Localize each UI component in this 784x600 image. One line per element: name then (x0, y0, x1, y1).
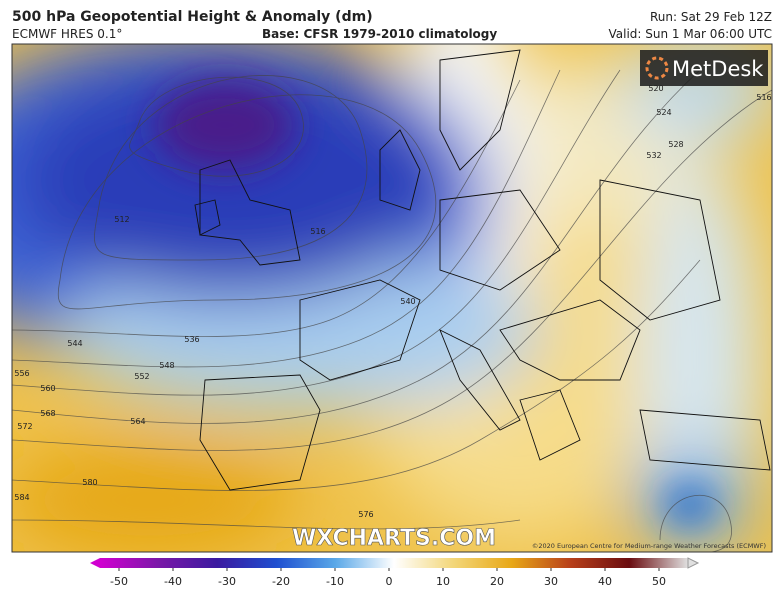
colorbar-tick-label: 20 (490, 575, 504, 588)
logo-text: MetDesk (672, 57, 764, 81)
contour-label: 552 (134, 372, 149, 381)
colorbar (90, 557, 700, 569)
copyright: ©2020 European Centre for Medium-range W… (532, 542, 766, 550)
contour-label: 568 (40, 409, 55, 418)
contour-label: 516 (756, 93, 771, 102)
base: Base: CFSR 1979-2010 climatology (262, 27, 498, 41)
contour-label: 580 (82, 478, 97, 487)
contour-label: 548 (159, 361, 174, 370)
colorbar-gradient (100, 558, 688, 568)
contour-label: 520 (648, 84, 663, 93)
contour-label: 576 (358, 510, 373, 519)
model: ECMWF HRES 0.1° (12, 27, 123, 41)
contour-label: 516 (310, 227, 325, 236)
valid: Valid: Sun 1 Mar 06:00 UTC (608, 27, 772, 41)
contour-label: 540 (400, 297, 415, 306)
colorbar-arrow-high (687, 557, 700, 569)
contour-label: 584 (14, 493, 29, 502)
contour-label: 564 (130, 417, 145, 426)
colorbar-tick-label: -10 (326, 575, 344, 588)
colorbar-tick-label: 10 (436, 575, 450, 588)
contour-label: 512 (114, 215, 129, 224)
colorbar-arrow-low (90, 558, 100, 568)
map-area (12, 44, 772, 552)
contour-label: 532 (646, 151, 661, 160)
colorbar-tick-label: -50 (110, 575, 128, 588)
colorbar-tick-label: 30 (544, 575, 558, 588)
contour-label: 560 (40, 384, 55, 393)
contour-label: 556 (14, 369, 29, 378)
colorbar-tick-label: 0 (386, 575, 393, 588)
colorbar-tick-label: 40 (598, 575, 612, 588)
title: 500 hPa Geopotential Height & Anomaly (d… (12, 9, 373, 25)
watermark: WXCHARTS.COM (292, 526, 496, 551)
colorbar-tick-label: -20 (272, 575, 290, 588)
contour-label: 536 (184, 335, 199, 344)
logo: MetDesk (640, 50, 768, 86)
contour-label: 572 (17, 422, 32, 431)
colorbar-tick-label: -40 (164, 575, 182, 588)
colorbar-tick-label: -30 (218, 575, 236, 588)
run: Run: Sat 29 Feb 12Z (650, 10, 772, 24)
contour-label: 544 (67, 339, 82, 348)
contour-label: 528 (668, 140, 683, 149)
colorbar-tick-label: 50 (652, 575, 666, 588)
contour-label: 524 (656, 108, 671, 117)
